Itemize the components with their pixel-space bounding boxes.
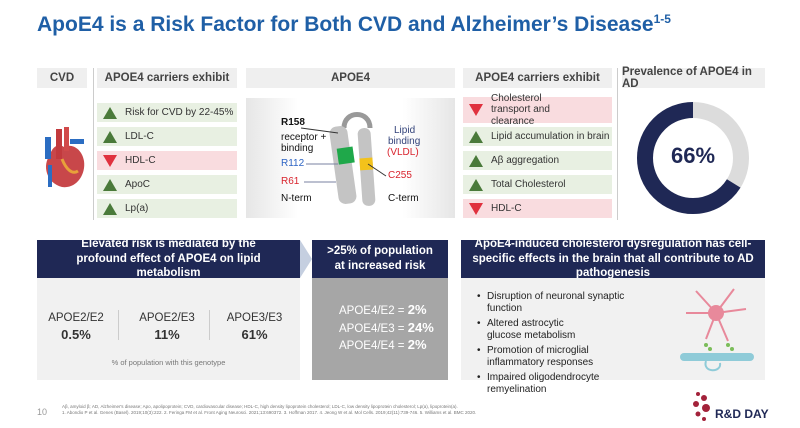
bullet-item: Impaired oligodendrocyte remyelination	[477, 372, 657, 396]
risk-name: APOE4/E2 =	[339, 305, 408, 317]
bullet-item: Altered astrocytic glucose metabolism	[477, 318, 587, 342]
list-item: ApoC	[97, 175, 237, 194]
genotype-value: 61%	[241, 327, 268, 342]
prevalence-value: 66%	[670, 143, 716, 168]
item-label: LDL-C	[125, 130, 154, 142]
bullet-item: Disruption of neuronal synaptic function	[477, 291, 657, 315]
divider	[118, 310, 119, 340]
arrow-up-icon	[469, 130, 483, 143]
genotype-e2e3: APOE2/E3 11%	[132, 312, 202, 342]
genotype-e3e3: APOE3/E3 61%	[217, 312, 292, 342]
genotype-value: 0.5%	[61, 327, 91, 342]
risk-value: 24%	[407, 319, 434, 335]
item-label: HDL-C	[491, 202, 522, 214]
label-receptor: receptor +	[281, 132, 327, 143]
brain-cells-icon	[680, 288, 754, 372]
risk-name: APOE4/E4 =	[339, 340, 408, 352]
panel1-body: APOE2/E2 0.5% APOE2/E3 11% APOE3/E3 61% % o…	[37, 278, 300, 380]
item-label: Risk for CVD by 22-45%	[125, 106, 234, 118]
genotype-e2e2: APOE2/E2 0.5%	[41, 312, 111, 342]
label-binding: binding	[281, 143, 314, 154]
label-r61: R61	[281, 176, 300, 187]
divider	[93, 68, 94, 220]
bullet-item: Promotion of microglial inflammatory res…	[477, 345, 647, 369]
label-r112: R112	[281, 158, 305, 169]
label-vldl: (VLDL)	[387, 147, 419, 158]
arrow-up-icon	[103, 130, 117, 143]
list-item: Aβ aggregation	[463, 151, 612, 170]
genotype-note: % of population with this genotype	[111, 358, 226, 367]
prevalence-donut	[637, 102, 749, 214]
arrow-down-icon	[469, 202, 483, 215]
arrow-up-icon	[469, 154, 483, 167]
list-item: HDL-C	[463, 199, 612, 218]
header-cvd: CVD	[37, 68, 87, 88]
list-item: Total Cholesterol	[463, 175, 612, 194]
risk-row: APOE4/E3 = 24%	[339, 320, 448, 338]
donut-fill	[637, 102, 749, 214]
list-item: Lp(a)	[97, 199, 237, 218]
page-title: ApoE4 is a Risk Factor for Both CVD and …	[37, 12, 671, 37]
footnote-abbreviations: Aβ, amyloid β; AD, Alzheimer's disease; …	[62, 404, 458, 409]
item-label: Total Cholesterol	[491, 178, 566, 190]
arrow-down-icon	[469, 104, 483, 116]
label-lipid: Lipid	[394, 125, 416, 136]
arrow-down-icon	[103, 154, 117, 167]
item-label: Aβ aggregation	[491, 154, 560, 166]
arrow-right-icon	[300, 240, 312, 278]
title-text: ApoE4 is a Risk Factor for Both CVD and …	[37, 13, 654, 36]
risk-name: APOE4/E3 =	[339, 322, 408, 335]
logo-text: R&D DAY	[715, 407, 769, 421]
divider	[617, 68, 618, 220]
apoe4-protein-icon	[300, 112, 387, 206]
list-item: HDL-C	[97, 151, 237, 170]
label-cterm: C-term	[388, 193, 419, 204]
title-superscript: 1-5	[653, 12, 671, 26]
list-item: Cholesterol transport and clearance	[463, 93, 612, 127]
list-item: LDL-C	[97, 127, 237, 146]
risk-value: 2%	[407, 302, 427, 317]
panel2-header: >25% of population at increased risk	[312, 240, 448, 278]
panel3-header: ApoE4-induced cholesterol dysregulation …	[461, 238, 765, 279]
risk-row: APOE4/E4 = 2%	[339, 337, 448, 355]
divider	[209, 310, 210, 340]
genotype-value: 11%	[154, 327, 180, 342]
heart-icon	[45, 127, 85, 188]
genotype-name: APOE3/E3	[226, 312, 283, 324]
item-label: Cholesterol transport and clearance	[491, 92, 550, 127]
item-label: ApoC	[125, 178, 151, 190]
panel1-header: Elevated risk is mediated by the profoun…	[37, 238, 300, 279]
cvd-effects-list: Risk for CVD by 22-45% LDL-C HDL-C ApoC …	[97, 103, 237, 218]
arrow-up-icon	[103, 202, 117, 215]
label-c255: C255	[388, 170, 412, 181]
risk-value: 2%	[407, 337, 427, 352]
item-label: HDL-C	[125, 154, 156, 166]
header-carriers-left: APOE4 carriers exhibit	[97, 68, 237, 88]
label-nterm: N-term	[281, 193, 312, 204]
item-label: Lp(a)	[125, 202, 149, 214]
label-lipid-binding: binding	[388, 136, 421, 147]
logo-dots-icon	[693, 392, 710, 421]
arrow-up-icon	[469, 178, 483, 191]
footnote-references: 1. Abondio P et al. Genes (Basel). 2019;…	[62, 410, 477, 415]
list-item: Risk for CVD by 22-45%	[97, 103, 237, 122]
apoe4-diagram: R158 receptor + binding R112 R61 N-term …	[246, 98, 455, 218]
label-r158: R158	[281, 117, 305, 128]
ad-effects-list: Cholesterol transport and clearance Lipi…	[463, 93, 612, 218]
header-apoe4: APOE4	[246, 68, 455, 88]
genotype-name: APOE2/E3	[139, 312, 195, 324]
risk-row: APOE4/E2 = 2%	[339, 302, 448, 320]
arrow-up-icon	[103, 178, 117, 191]
page-number: 10	[37, 407, 48, 417]
list-item: Lipid accumulation in brain	[463, 127, 612, 146]
genotype-name: APOE2/E2	[48, 312, 104, 324]
panel3-body: Disruption of neuronal synaptic function…	[461, 278, 765, 395]
arrow-up-icon	[103, 106, 117, 119]
header-prevalence: Prevalence of APOE4 in AD	[622, 66, 765, 90]
footnotes: Aβ, amyloid β; AD, Alzheimer's disease; …	[62, 404, 612, 416]
panel2-body: APOE4/E2 = 2% APOE4/E3 = 24% APOE4/E4 = …	[312, 278, 448, 380]
header-carriers-right: APOE4 carriers exhibit	[463, 68, 612, 88]
item-label: Lipid accumulation in brain	[491, 130, 610, 142]
mechanism-list: Disruption of neuronal synaptic function…	[477, 291, 657, 399]
